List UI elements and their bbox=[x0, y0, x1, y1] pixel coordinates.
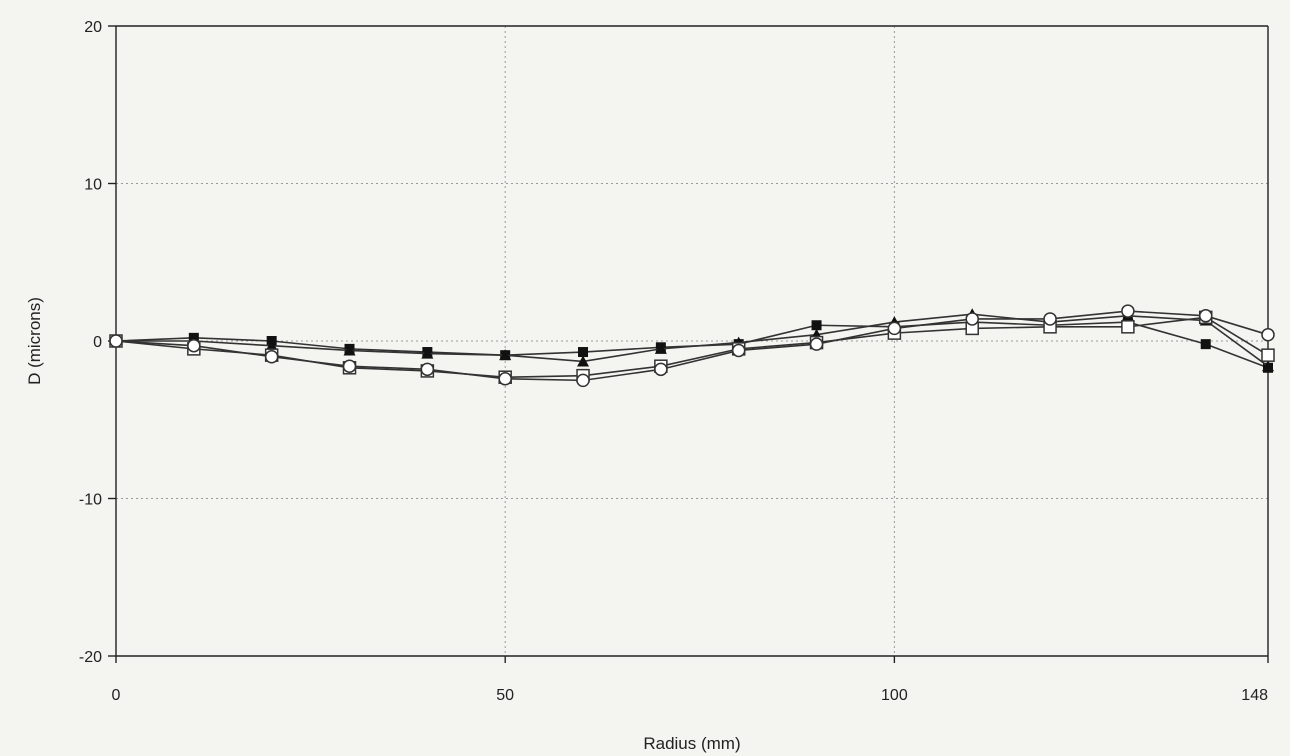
y-tick-label: 10 bbox=[84, 177, 102, 194]
data-point-open-circle bbox=[264, 350, 279, 364]
x-tick-label: 0 bbox=[112, 687, 121, 704]
x-axis-label: Radius (mm) bbox=[643, 734, 740, 753]
y-tick-label: -20 bbox=[79, 649, 102, 666]
data-point-open-circle bbox=[809, 337, 824, 351]
data-point-filled-triangle bbox=[421, 347, 434, 359]
data-point-open-circle bbox=[342, 359, 357, 373]
series-open-circle bbox=[109, 304, 1275, 388]
series-line bbox=[115, 310, 1269, 382]
data-point-open-square bbox=[1121, 320, 1135, 334]
data-point-filled-triangle bbox=[265, 339, 278, 351]
y-tick-label: -10 bbox=[79, 492, 102, 509]
data-point-filled-square bbox=[811, 320, 822, 331]
data-point-filled-square bbox=[578, 347, 589, 358]
x-tick-label: 50 bbox=[496, 687, 514, 704]
x-tick-label: 148 bbox=[1241, 687, 1268, 704]
y-tick-label: 0 bbox=[93, 334, 102, 351]
series-filled-square bbox=[111, 317, 1273, 373]
y-tick-label: 20 bbox=[84, 19, 102, 36]
data-point-open-circle bbox=[420, 362, 435, 377]
series-line bbox=[116, 313, 1269, 367]
data-point-open-circle bbox=[887, 321, 902, 336]
data-point-filled-triangle bbox=[343, 344, 356, 356]
data-point-open-circle bbox=[1198, 309, 1213, 323]
data-point-open-circle bbox=[731, 343, 746, 358]
data-point-filled-square bbox=[1200, 339, 1211, 350]
data-point-filled-triangle bbox=[1262, 360, 1274, 372]
data-point-open-circle bbox=[498, 372, 512, 386]
grid-lines bbox=[116, 26, 1268, 656]
series-line bbox=[115, 321, 1269, 369]
data-point-filled-triangle bbox=[654, 342, 667, 354]
data-point-open-circle bbox=[1261, 327, 1275, 342]
data-point-open-circle bbox=[1043, 312, 1057, 326]
data-point-open-circle bbox=[109, 334, 123, 348]
y-axis-label: D (microns) bbox=[25, 297, 44, 385]
data-point-open-square bbox=[1261, 348, 1275, 362]
tick-labels: -20 -10 0 10 20 0 50 100 148 bbox=[79, 19, 1269, 704]
data-point-open-circle bbox=[965, 312, 979, 326]
x-tick-label: 100 bbox=[881, 687, 908, 704]
data-point-open-circle bbox=[576, 373, 590, 388]
data-point-filled-triangle bbox=[499, 349, 512, 361]
data-point-filled-triangle bbox=[577, 355, 590, 367]
data-point-open-circle bbox=[187, 338, 201, 353]
data-point-open-circle bbox=[654, 362, 668, 377]
data-point-open-circle bbox=[1121, 304, 1135, 318]
data-series bbox=[109, 304, 1275, 388]
